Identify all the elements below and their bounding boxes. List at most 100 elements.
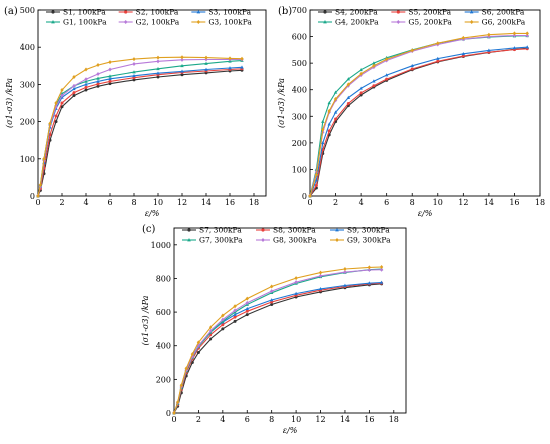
- data-point: [132, 78, 136, 82]
- series-line: [309, 48, 528, 197]
- legend-item-5: G5, 200kPa: [391, 18, 452, 27]
- data-point: [343, 270, 347, 275]
- legend-item-6: G6, 200kPa: [464, 18, 526, 27]
- legend-label: G7, 300kPa: [199, 236, 243, 245]
- legend-label: S6, 200kPa: [482, 8, 525, 17]
- x-tick-label: 14: [484, 198, 494, 207]
- x-tick-label: 10: [291, 415, 301, 424]
- y-tick-label: 400: [20, 43, 35, 52]
- legend-item-1: S1, 100kPa: [46, 8, 106, 17]
- y-tick-label: 0: [166, 409, 171, 418]
- data-point: [372, 63, 376, 68]
- x-axis-title: ε/%: [418, 209, 433, 218]
- series-line: [309, 46, 528, 197]
- legend-label: S7, 300kPa: [199, 226, 242, 235]
- y-tick-label: 400: [292, 86, 307, 95]
- y-tick-label: 500: [20, 6, 35, 15]
- data-point: [308, 194, 312, 198]
- data-point: [221, 327, 225, 331]
- data-point: [156, 66, 160, 71]
- data-point: [359, 86, 363, 90]
- data-point: [196, 350, 200, 354]
- x-tick-label: 10: [153, 198, 163, 207]
- legend-item-3: S3, 100kPa: [191, 8, 252, 17]
- data-point: [179, 383, 184, 388]
- legend-item-2: S2, 100kPa: [118, 8, 179, 17]
- x-tick-label: 6: [245, 415, 250, 424]
- chart-panel-1: (a) 0 2 4 6 8 10 12 14 16 18 0 100 200 300 400 500 ε/% (σ1…: [4, 6, 267, 218]
- legend-marker: [196, 10, 201, 14]
- data-point: [245, 296, 249, 301]
- data-point: [209, 337, 213, 341]
- x-tick-label: 18: [535, 198, 545, 207]
- x-tick-label: 2: [333, 198, 338, 207]
- x-tick-label: 6: [384, 198, 389, 207]
- data-point: [72, 74, 76, 79]
- data-point: [269, 284, 274, 289]
- data-point: [233, 308, 237, 313]
- data-point: [359, 93, 363, 97]
- chart-panel-3: (c) 0 2 4 6 8 10 12 14 16 18 0 200 400 600 800 1000 ε/% (σ…: [141, 224, 407, 435]
- data-point: [108, 74, 112, 78]
- plot-frame: [37, 9, 267, 197]
- series-3: [36, 65, 244, 198]
- data-point: [367, 281, 372, 285]
- data-point: [436, 59, 440, 63]
- data-point: [96, 79, 100, 83]
- data-point: [343, 267, 347, 272]
- data-point: [132, 73, 136, 78]
- data-point: [321, 140, 325, 145]
- series-line: [309, 32, 528, 197]
- data-point: [208, 325, 213, 330]
- data-point: [461, 35, 466, 40]
- series-1: [172, 282, 384, 415]
- legend-item-3: S6, 200kPa: [464, 8, 525, 17]
- legend-label: G3, 100kPa: [208, 18, 252, 27]
- plot-frame: [309, 9, 541, 197]
- x-tick-label: 16: [509, 198, 519, 207]
- data-point: [372, 61, 376, 65]
- data-point: [327, 129, 331, 133]
- data-point: [36, 194, 40, 198]
- series-line: [37, 66, 243, 197]
- data-point: [384, 57, 389, 62]
- x-tick-label: 0: [35, 198, 40, 207]
- legend-label: S3, 100kPa: [208, 8, 251, 17]
- data-point: [96, 76, 100, 80]
- x-tick-label: 4: [359, 198, 364, 207]
- data-point: [379, 265, 384, 270]
- data-point: [233, 312, 237, 316]
- data-point: [60, 93, 64, 98]
- legend-label: G1, 100kPa: [63, 18, 107, 27]
- data-point: [60, 101, 64, 105]
- legend-marker: [396, 20, 401, 24]
- y-tick-label: 200: [156, 375, 171, 384]
- data-point: [512, 33, 517, 38]
- legend-marker: [323, 10, 327, 14]
- data-point: [372, 79, 376, 83]
- data-point: [204, 55, 208, 60]
- data-point: [204, 67, 208, 71]
- plot-frame: [173, 227, 407, 414]
- data-point: [334, 117, 338, 121]
- data-point: [72, 86, 76, 91]
- data-point: [343, 283, 347, 287]
- data-point: [245, 313, 249, 317]
- x-tick-label: 8: [410, 198, 415, 207]
- data-point: [314, 172, 319, 177]
- x-tick-label: 0: [307, 198, 312, 207]
- y-tick-label: 600: [156, 308, 171, 317]
- x-tick-label: 2: [59, 198, 64, 207]
- data-point: [346, 77, 351, 81]
- x-tick-label: 12: [177, 198, 187, 207]
- y-axis-title: (σ1-σ3) /kPa: [141, 295, 150, 345]
- data-point: [175, 400, 180, 405]
- x-axis-title: ε/%: [283, 426, 298, 435]
- data-point: [132, 70, 136, 74]
- legend-label: S9, 300kPa: [347, 226, 390, 235]
- data-point: [196, 343, 201, 348]
- legend-marker: [187, 228, 191, 232]
- data-point: [384, 73, 389, 77]
- series-line: [173, 266, 382, 414]
- data-point: [367, 268, 372, 273]
